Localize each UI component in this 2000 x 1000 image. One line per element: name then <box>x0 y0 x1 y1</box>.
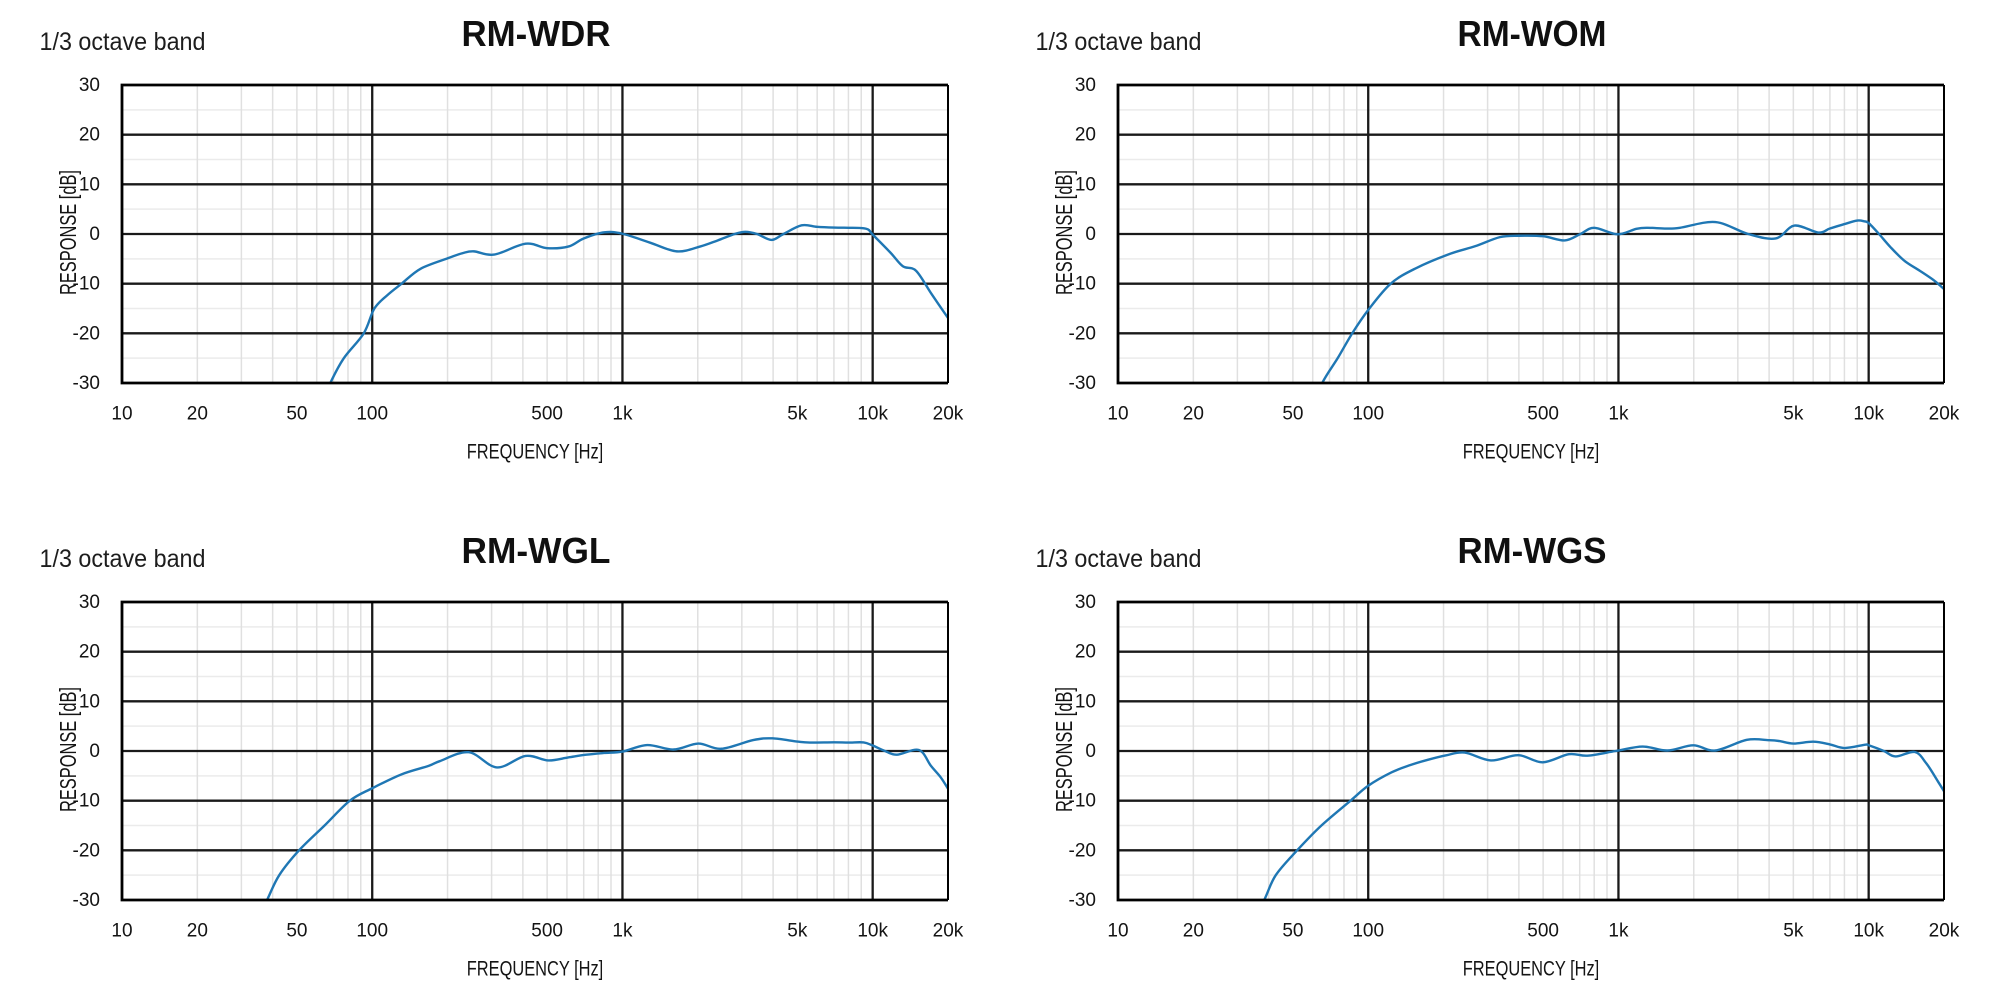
svg-text:50: 50 <box>1282 404 1303 425</box>
svg-text:1k: 1k <box>1608 404 1629 425</box>
svg-text:20k: 20k <box>1929 921 1960 942</box>
svg-text:30: 30 <box>79 592 100 613</box>
svg-text:10: 10 <box>79 691 100 712</box>
svg-text:FREQUENCY [Hz]: FREQUENCY [Hz] <box>1463 956 1600 980</box>
svg-text:50: 50 <box>286 921 307 942</box>
svg-text:20k: 20k <box>933 404 964 425</box>
svg-text:20: 20 <box>1075 642 1096 663</box>
svg-text:-30: -30 <box>73 890 100 911</box>
svg-text:10: 10 <box>111 404 132 425</box>
svg-text:-20: -20 <box>1069 840 1096 861</box>
svg-text:1k: 1k <box>612 404 633 425</box>
svg-text:FREQUENCY [Hz]: FREQUENCY [Hz] <box>467 956 604 980</box>
svg-text:500: 500 <box>531 404 563 425</box>
svg-text:5k: 5k <box>1783 921 1804 942</box>
svg-text:5k: 5k <box>787 404 808 425</box>
svg-text:500: 500 <box>1527 404 1559 425</box>
svg-text:0: 0 <box>1085 741 1096 762</box>
svg-text:-10: -10 <box>1069 274 1096 295</box>
svg-text:20k: 20k <box>933 921 964 942</box>
svg-text:20: 20 <box>1183 404 1204 425</box>
svg-text:20: 20 <box>187 404 208 425</box>
svg-text:RESPONSE [dB]: RESPONSE [dB] <box>55 170 81 295</box>
svg-text:10: 10 <box>1107 404 1128 425</box>
svg-text:RESPONSE [dB]: RESPONSE [dB] <box>1051 170 1077 295</box>
svg-text:20: 20 <box>1075 125 1096 146</box>
svg-text:500: 500 <box>531 921 563 942</box>
svg-text:100: 100 <box>356 404 388 425</box>
svg-text:1/3 octave band: 1/3 octave band <box>40 28 206 56</box>
svg-text:0: 0 <box>89 741 100 762</box>
svg-text:RM-WGS: RM-WGS <box>1458 530 1607 571</box>
svg-text:100: 100 <box>1352 921 1384 942</box>
svg-text:500: 500 <box>1527 921 1559 942</box>
svg-text:5k: 5k <box>787 921 808 942</box>
svg-text:20: 20 <box>79 642 100 663</box>
svg-text:1k: 1k <box>1608 921 1629 942</box>
svg-text:1/3 octave band: 1/3 octave band <box>1036 545 1202 573</box>
svg-text:-30: -30 <box>73 373 100 394</box>
svg-text:-30: -30 <box>1069 890 1096 911</box>
svg-text:10k: 10k <box>1853 404 1884 425</box>
svg-text:FREQUENCY [Hz]: FREQUENCY [Hz] <box>1463 439 1600 463</box>
svg-text:RM-WGL: RM-WGL <box>462 530 611 571</box>
svg-text:RESPONSE [dB]: RESPONSE [dB] <box>55 687 81 812</box>
svg-text:10: 10 <box>1075 174 1096 195</box>
svg-text:30: 30 <box>1075 75 1096 96</box>
svg-text:30: 30 <box>1075 592 1096 613</box>
svg-text:0: 0 <box>89 224 100 245</box>
svg-text:RESPONSE [dB]: RESPONSE [dB] <box>1051 687 1077 812</box>
svg-text:-10: -10 <box>73 791 100 812</box>
svg-text:FREQUENCY [Hz]: FREQUENCY [Hz] <box>467 439 604 463</box>
svg-text:100: 100 <box>356 921 388 942</box>
svg-text:10k: 10k <box>1853 921 1884 942</box>
svg-text:RM-WDR: RM-WDR <box>462 13 611 54</box>
svg-text:50: 50 <box>286 404 307 425</box>
svg-text:1k: 1k <box>612 921 633 942</box>
svg-text:10: 10 <box>1075 691 1096 712</box>
svg-text:0: 0 <box>1085 224 1096 245</box>
svg-text:1/3 octave band: 1/3 octave band <box>40 545 206 573</box>
svg-text:50: 50 <box>1282 921 1303 942</box>
svg-text:5k: 5k <box>1783 404 1804 425</box>
svg-text:10: 10 <box>79 174 100 195</box>
svg-text:-10: -10 <box>73 274 100 295</box>
svg-text:-10: -10 <box>1069 791 1096 812</box>
svg-text:20k: 20k <box>1929 404 1960 425</box>
svg-text:10: 10 <box>1107 921 1128 942</box>
svg-text:30: 30 <box>79 75 100 96</box>
svg-text:10k: 10k <box>857 404 888 425</box>
svg-text:RM-WOM: RM-WOM <box>1458 13 1607 54</box>
svg-text:-20: -20 <box>73 840 100 861</box>
svg-text:10k: 10k <box>857 921 888 942</box>
svg-text:10: 10 <box>111 921 132 942</box>
svg-text:20: 20 <box>79 125 100 146</box>
svg-text:-20: -20 <box>1069 323 1096 344</box>
svg-text:-30: -30 <box>1069 373 1096 394</box>
svg-text:20: 20 <box>1183 921 1204 942</box>
svg-text:100: 100 <box>1352 404 1384 425</box>
svg-text:-20: -20 <box>73 323 100 344</box>
svg-text:20: 20 <box>187 921 208 942</box>
svg-text:1/3 octave band: 1/3 octave band <box>1036 28 1202 56</box>
